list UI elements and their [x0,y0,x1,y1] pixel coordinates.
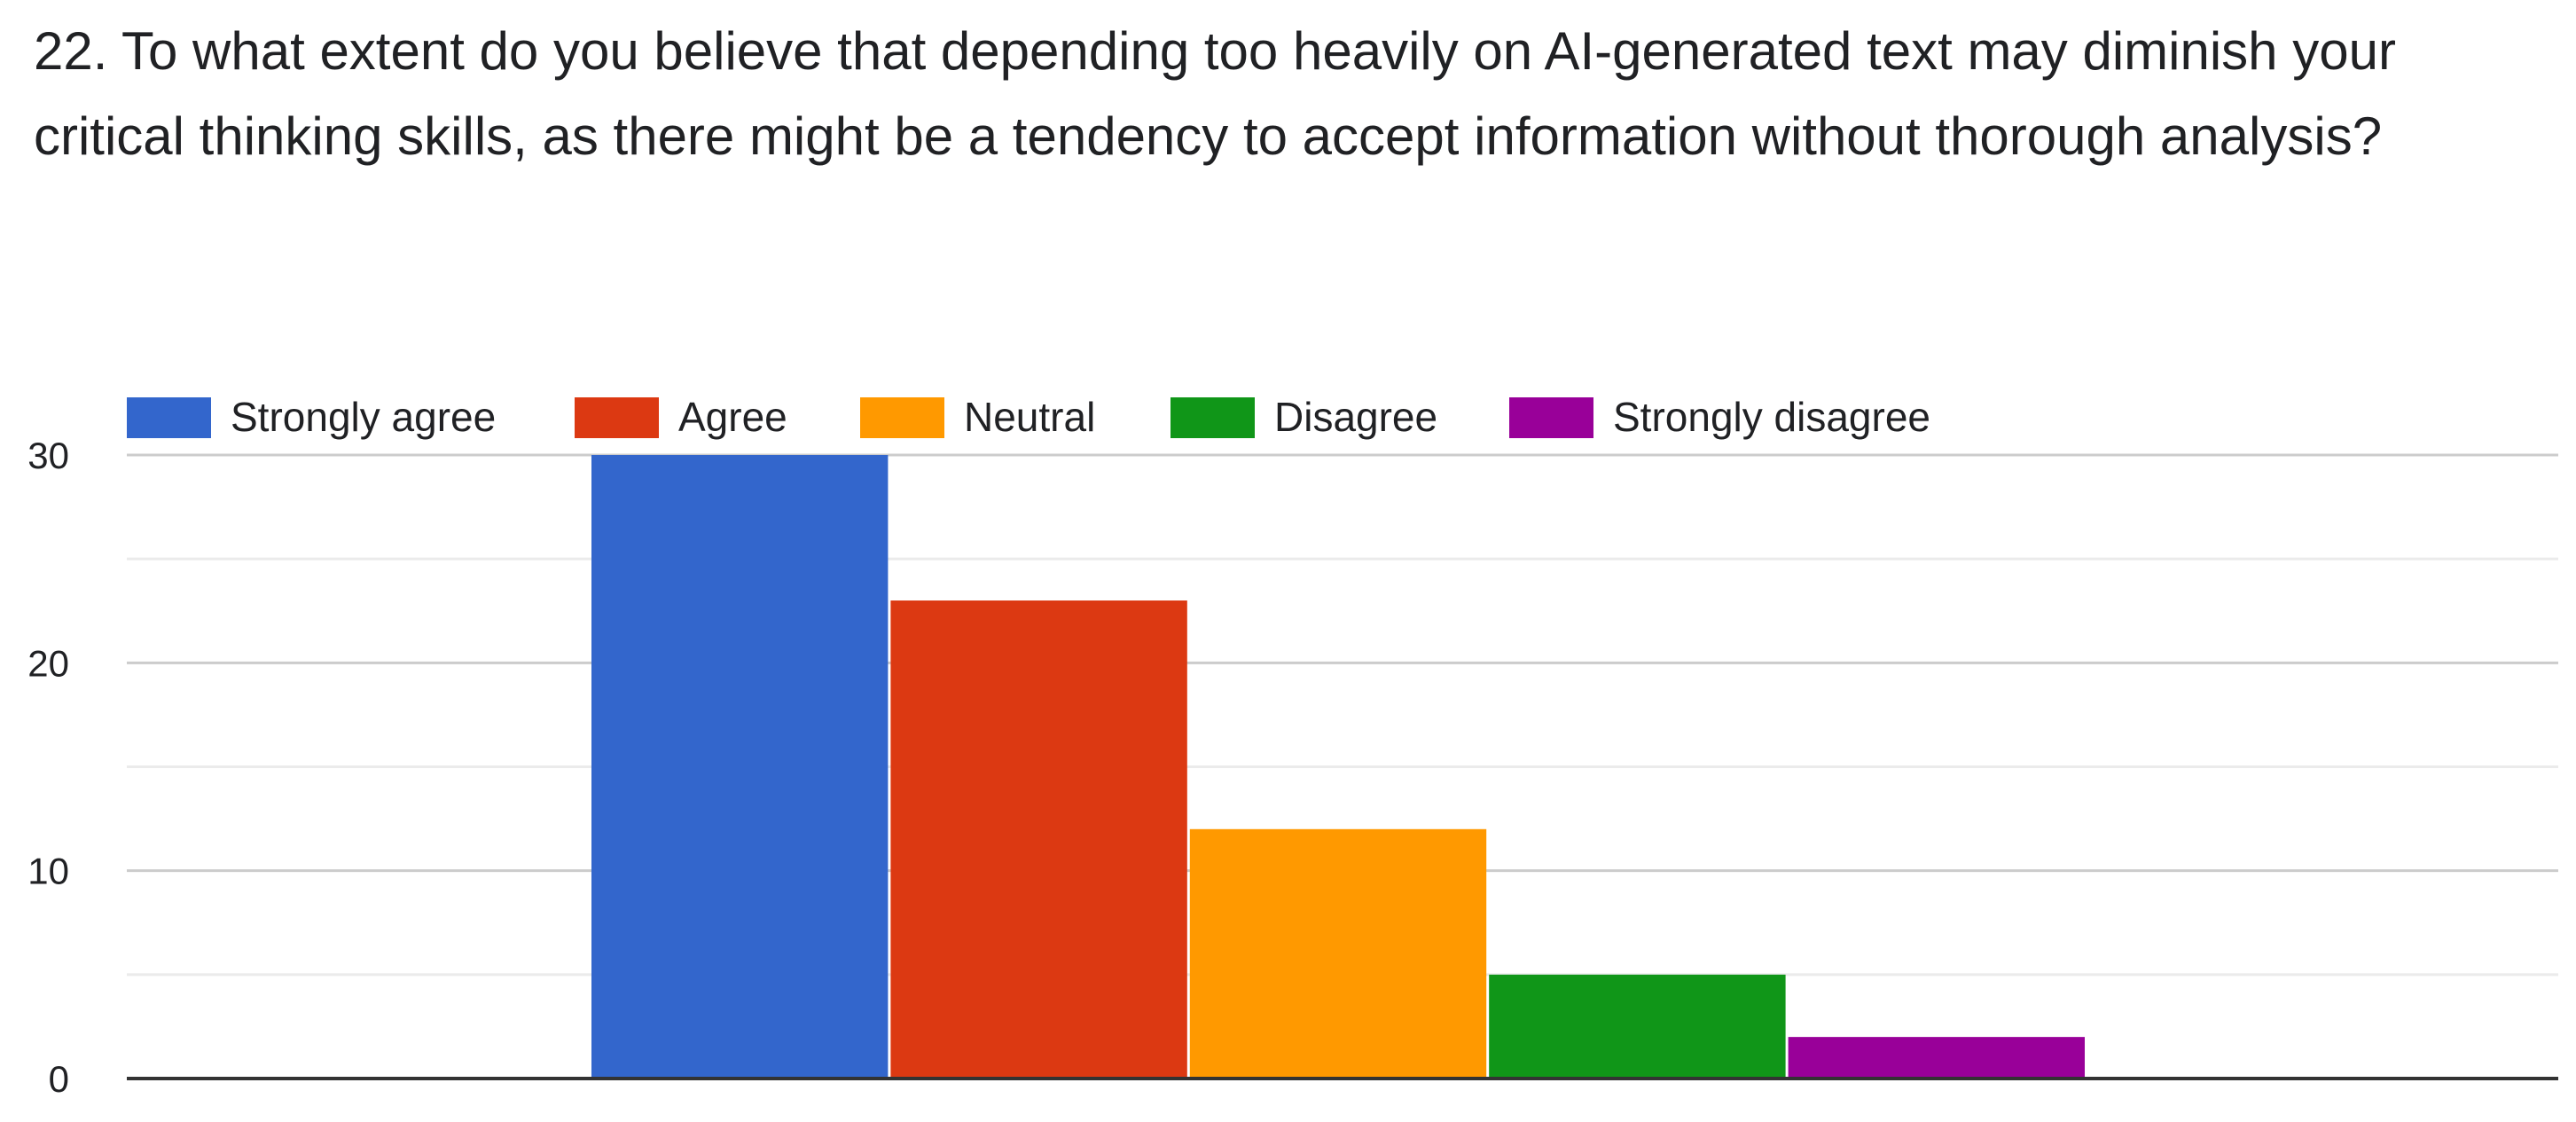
y-tick-label: 0 [49,1058,69,1100]
y-tick-label: 20 [27,642,69,684]
legend-swatch [860,397,944,438]
chart-bars [591,455,2085,1079]
bar-disagree [1489,974,1786,1079]
question-title: 22. To what extent do you believe that d… [34,21,2396,166]
bar-strongly-disagree [1788,1037,2085,1079]
y-tick-label: 30 [27,435,69,476]
legend-swatch [575,397,659,438]
chart-legend: Strongly agree Agree Neutral Disagree Strong… [127,394,1930,440]
bar-neutral [1189,828,1487,1079]
bar-agree [890,600,1187,1079]
legend-swatch [1171,397,1255,438]
legend-label: Strongly disagree [1613,394,1930,440]
legend-swatch [1509,397,1593,438]
bar-strongly-agree [591,455,889,1079]
legend-label: Strongly agree [231,394,496,440]
y-axis-ticks: 0 10 20 30 [27,435,69,1100]
legend-label: Disagree [1274,394,1437,440]
legend-label: Neutral [964,394,1095,440]
y-tick-label: 10 [27,851,69,892]
legend-label: Agree [678,394,787,440]
legend-swatch [127,397,211,438]
